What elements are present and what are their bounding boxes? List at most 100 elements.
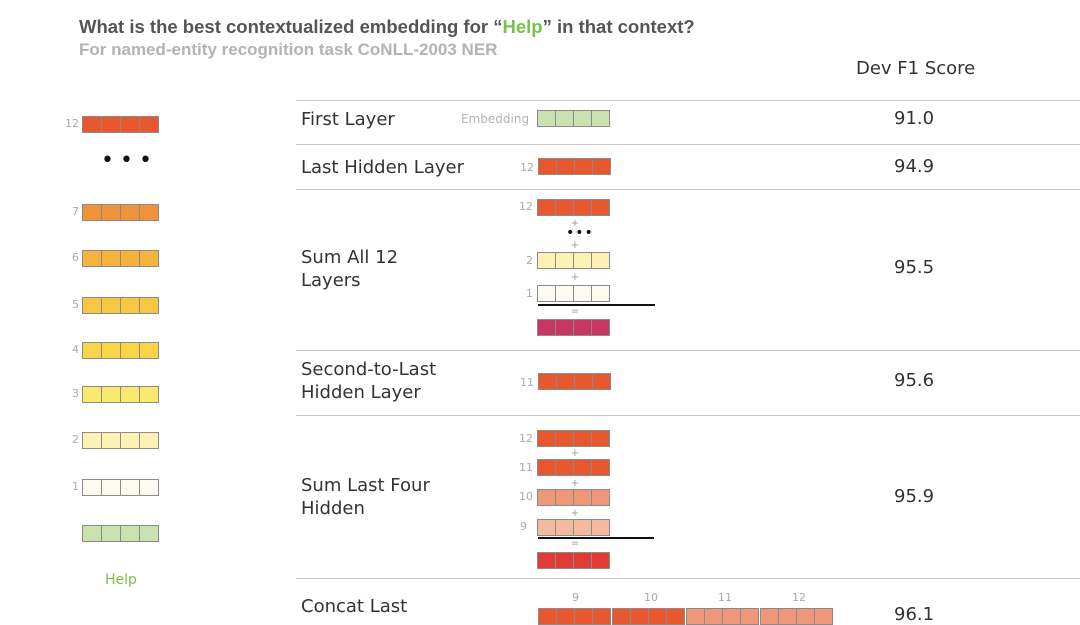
sum-rule	[538, 537, 654, 539]
method-layer-number: 9	[520, 520, 527, 533]
page-subtitle: For named-entity recognition task CoNLL-…	[79, 40, 498, 59]
method-label: Last Hidden Layer	[301, 157, 464, 178]
block-cell	[537, 430, 556, 447]
method-score: 95.5	[894, 257, 935, 278]
stack-layer-number: 7	[72, 205, 79, 218]
block-cell	[573, 552, 592, 569]
method-layer-block	[537, 459, 610, 476]
block-cell	[556, 608, 575, 625]
method-score: 95.6	[894, 370, 935, 391]
stack-layer-3-block	[82, 386, 159, 403]
block-cell	[574, 373, 593, 390]
block-cell	[591, 552, 610, 569]
block-cell	[573, 285, 592, 302]
stack-embedding-block	[82, 525, 159, 542]
block-cell	[101, 250, 121, 267]
method-label: Concat Last	[301, 596, 408, 617]
block-cell	[537, 285, 556, 302]
block-cell	[556, 373, 575, 390]
block-cell	[537, 319, 556, 336]
block-cell	[573, 252, 592, 269]
equals-sign: =	[570, 538, 580, 549]
stack-layer-number: 1	[72, 480, 79, 493]
block-cell	[101, 386, 121, 403]
method-score: 91.0	[894, 108, 935, 129]
stack-layer-number: 4	[72, 343, 79, 356]
block-cell	[82, 342, 102, 359]
block-cell	[573, 519, 592, 536]
block-cell	[82, 297, 102, 314]
block-cell	[573, 199, 592, 216]
block-cell	[139, 342, 159, 359]
block-cell	[120, 386, 140, 403]
embedding-label: Embedding	[461, 112, 530, 126]
concat-block-10	[612, 608, 685, 625]
concat-block-11	[686, 608, 759, 625]
block-cell	[573, 319, 592, 336]
block-cell	[591, 285, 610, 302]
block-cell	[101, 297, 121, 314]
table-divider	[296, 100, 1080, 101]
block-cell	[82, 525, 102, 542]
block-cell	[101, 342, 121, 359]
stack-ellipsis: •••	[101, 148, 158, 173]
block-cell	[591, 110, 610, 127]
method-layer-block	[537, 489, 610, 506]
stack-layer-5-block	[82, 297, 159, 314]
block-cell	[538, 608, 557, 625]
concat-layer-number: 12	[792, 591, 806, 604]
block-cell	[555, 285, 574, 302]
method-layer-block	[537, 199, 610, 216]
block-cell	[120, 297, 140, 314]
block-cell	[101, 116, 121, 133]
block-cell	[139, 250, 159, 267]
block-cell	[120, 204, 140, 221]
concat-layer-number: 9	[572, 591, 579, 604]
block-cell	[555, 552, 574, 569]
stack-layer-2-block	[82, 432, 159, 449]
plus-sign: +	[570, 218, 580, 229]
method-layer-block	[537, 252, 610, 269]
block-cell	[537, 199, 556, 216]
block-cell	[591, 489, 610, 506]
block-cell	[796, 608, 815, 625]
plus-sign: +	[570, 478, 580, 489]
sum-result-block	[537, 319, 610, 336]
title-highlight-word: Help	[502, 16, 543, 37]
method-layer-number: 12	[519, 200, 533, 213]
block-cell	[120, 342, 140, 359]
block-cell	[591, 252, 610, 269]
block-cell	[538, 373, 557, 390]
block-cell	[538, 158, 557, 175]
block-cell	[537, 110, 556, 127]
block-cell	[591, 430, 610, 447]
stack-layer-4-block	[82, 342, 159, 359]
block-cell	[573, 489, 592, 506]
concat-block-12	[760, 608, 833, 625]
method-score: 95.9	[894, 486, 935, 507]
block-cell	[740, 608, 759, 625]
method-layer-number: 12	[519, 432, 533, 445]
method-layer-number: 11	[519, 461, 533, 474]
block-cell	[778, 608, 797, 625]
block-cell	[760, 608, 779, 625]
stack-layer-number: 2	[72, 433, 79, 446]
stack-layer-number: 6	[72, 251, 79, 264]
method-label: Second-to-Last Hidden Layer	[301, 359, 437, 403]
block-cell	[591, 459, 610, 476]
method-score: 94.9	[894, 156, 935, 177]
block-cell	[139, 116, 159, 133]
block-cell	[139, 525, 159, 542]
block-cell	[591, 519, 610, 536]
block-cell	[537, 252, 556, 269]
stack-layer-7-block	[82, 204, 159, 221]
block-cell	[139, 386, 159, 403]
token-label: Help	[105, 572, 137, 588]
block-cell	[592, 373, 611, 390]
method-label: Sum All 12 Layers	[301, 247, 399, 291]
block-cell	[573, 110, 592, 127]
method-layer-number: 2	[526, 254, 533, 267]
method-layer-block	[537, 519, 610, 536]
block-cell	[612, 608, 631, 625]
block-cell	[574, 158, 593, 175]
